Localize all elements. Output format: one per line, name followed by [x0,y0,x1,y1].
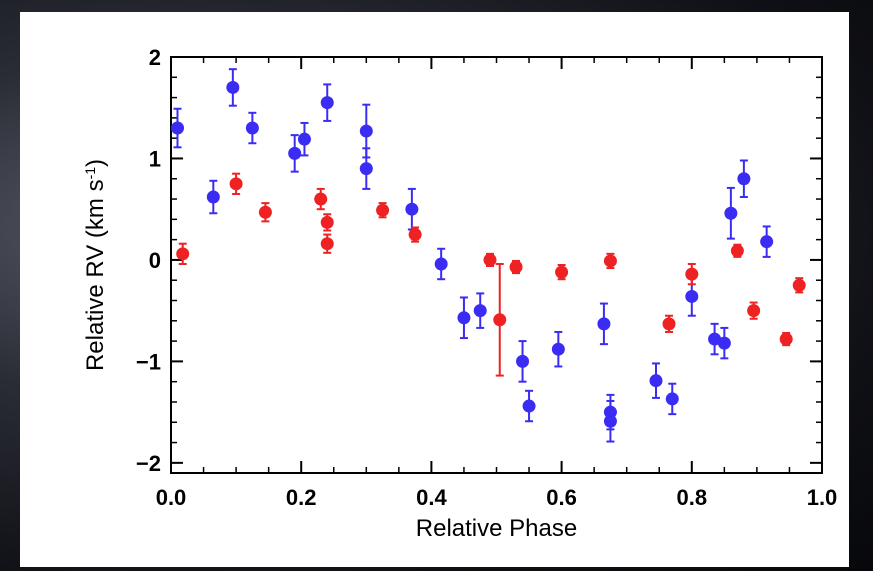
data-point [604,415,617,428]
data-point [360,162,373,175]
y-axis-title: Relative RV (km s-1) [82,159,109,371]
x-tick-label: 0.2 [286,485,317,510]
y-tick-label: −2 [136,451,161,476]
data-point [731,244,744,257]
data-point [685,290,698,303]
x-tick-label: 0.8 [677,485,708,510]
data-point [226,81,239,94]
data-point [474,304,487,317]
y-axis-title-close: ) [82,159,109,167]
data-point [760,235,773,248]
data-point [376,204,389,217]
data-point [780,333,793,346]
x-tick-label: 0.4 [416,485,447,510]
data-point [523,400,536,413]
y-tick-label: 0 [149,248,161,273]
data-point [483,253,496,266]
data-point [288,147,301,160]
data-point [409,228,422,241]
data-point [176,247,189,260]
data-point [321,216,334,229]
data-point [747,304,760,317]
data-points [171,69,806,441]
data-point [360,125,373,138]
data-point [663,317,676,330]
data-point [649,374,662,387]
data-point [259,206,272,219]
data-point [207,191,220,204]
x-tick-label: 1.0 [807,485,838,510]
y-tick-label: 1 [149,146,161,171]
data-point [321,96,334,109]
data-point [793,279,806,292]
data-point [516,355,529,368]
data-point [685,268,698,281]
data-point [321,237,334,250]
data-point [510,261,523,274]
data-point [555,266,568,279]
data-point [457,311,470,324]
data-point [435,257,448,270]
x-tick-label: 0.0 [156,485,187,510]
data-point [597,317,610,330]
red-series [176,174,805,376]
data-point [171,122,184,135]
y-tick-label: −1 [136,349,161,374]
y-tick-label: 2 [149,45,161,70]
y-axis-title-main: Relative RV (km s [82,179,109,371]
data-point [405,203,418,216]
blue-series [171,69,773,441]
data-point [718,337,731,350]
data-point [666,392,679,405]
data-point [230,177,243,190]
data-point [552,343,565,356]
x-tick-labels: 0.0 0.2 0.4 0.6 0.8 1.0 [156,485,838,510]
plot-area-frame [171,57,822,473]
data-point [493,313,506,326]
y-tick-labels: −2 −1 0 1 2 [136,45,161,476]
y-axis-title-superscript: -1 [82,167,98,180]
data-point [298,133,311,146]
data-point [604,254,617,267]
axis-ticks [171,57,822,473]
data-point [314,193,327,206]
data-point [737,172,750,185]
data-point [246,122,259,135]
x-tick-label: 0.6 [546,485,577,510]
x-axis-title: Relative Phase [416,515,577,542]
data-point [724,207,737,220]
